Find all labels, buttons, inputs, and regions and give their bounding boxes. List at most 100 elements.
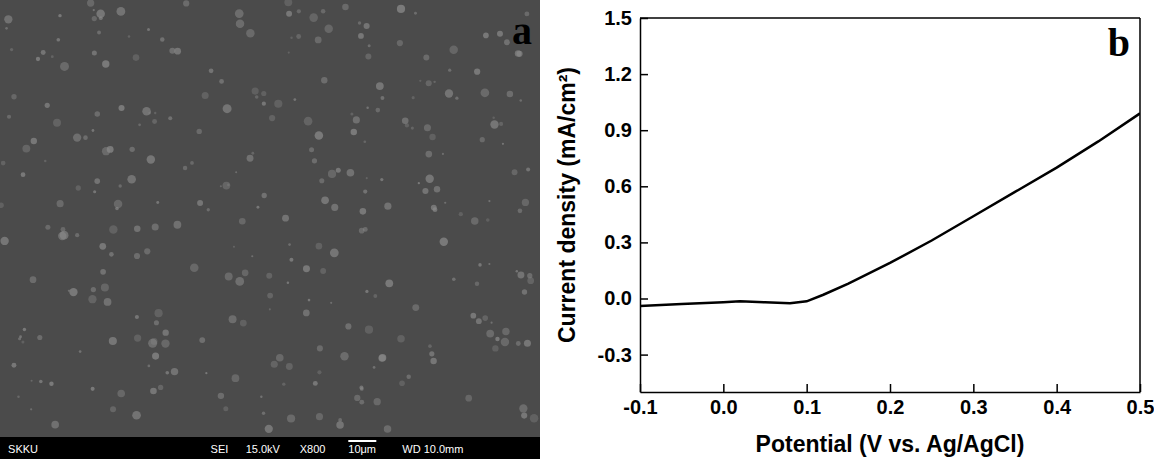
particle [284, 0, 292, 6]
particle [340, 352, 348, 360]
y-tick-mark [640, 242, 648, 244]
particle [23, 328, 26, 331]
x-tick: 0.1 [793, 384, 821, 418]
particle [31, 380, 33, 382]
particle [368, 44, 371, 47]
particle [41, 50, 46, 55]
particle [107, 146, 114, 153]
x-tick-label: 0.4 [1043, 396, 1072, 418]
x-tick-label: 0.0 [710, 396, 738, 418]
particle [373, 294, 377, 298]
data-line [640, 113, 1140, 306]
x-tick-mark [806, 384, 808, 392]
particle [519, 99, 522, 102]
particle [430, 358, 436, 364]
particle [384, 425, 391, 432]
y-tick-label: 0.0 [604, 287, 632, 309]
y-axis: -0.30.00.30.60.91.21.5 [598, 7, 648, 393]
particle [162, 330, 168, 336]
particle [486, 218, 490, 222]
particle [197, 129, 202, 134]
particle [262, 193, 267, 198]
particle [31, 138, 37, 144]
particle [255, 95, 259, 99]
particle [127, 175, 136, 184]
particle [266, 273, 272, 279]
x-tick-mark [973, 384, 975, 392]
particle [160, 37, 165, 42]
particle [481, 88, 490, 97]
particle [517, 272, 524, 279]
particle [12, 363, 17, 368]
particle [317, 345, 323, 351]
particle [104, 298, 112, 306]
particle [75, 233, 79, 237]
particle [518, 208, 523, 213]
particle [158, 385, 163, 390]
particle [287, 414, 295, 422]
particle [286, 11, 292, 17]
particle [324, 24, 332, 32]
particle [316, 413, 323, 420]
particle [425, 175, 433, 183]
particle [51, 421, 59, 429]
particle [330, 248, 339, 257]
y-tick-mark [640, 354, 648, 356]
particle [287, 281, 290, 284]
particle [21, 340, 24, 343]
particle [321, 77, 327, 83]
particle [444, 202, 446, 204]
particle [385, 279, 393, 287]
particle [165, 371, 169, 375]
particle [459, 212, 463, 216]
particle [116, 7, 125, 16]
sem-panel: SKKUSEI15.0kVX80010μmWD 10.0mma [0, 0, 540, 459]
particle [411, 127, 414, 130]
particle [148, 339, 157, 348]
particle [262, 411, 265, 414]
particle [152, 119, 157, 124]
particle [379, 354, 387, 362]
y-tick-label: 1.2 [604, 63, 632, 85]
particle [358, 33, 364, 39]
particle [359, 400, 364, 405]
particle [118, 184, 121, 187]
particle [428, 344, 432, 348]
particle [419, 80, 421, 82]
particle [476, 318, 482, 324]
particle [110, 406, 116, 412]
particle [282, 215, 289, 222]
y-tick-label: 1.5 [604, 7, 632, 29]
particle [147, 365, 150, 368]
particle [229, 315, 237, 323]
particle [128, 35, 131, 38]
particle [289, 258, 293, 262]
particle [39, 380, 43, 384]
particle [375, 108, 380, 113]
particle [99, 243, 106, 250]
particle [30, 408, 32, 410]
particle [0, 203, 4, 208]
particle [426, 80, 432, 86]
particle [397, 335, 405, 343]
particle [399, 380, 405, 386]
particle [97, 31, 101, 35]
particle [183, 0, 189, 6]
particle [397, 40, 403, 46]
particle [220, 185, 222, 187]
particle [5, 27, 8, 30]
figure: SKKUSEI15.0kVX80010μmWD 10.0mma-0.10.00.… [0, 0, 1154, 459]
particle [207, 208, 210, 211]
particle [448, 69, 451, 72]
particle [433, 81, 435, 83]
particle [154, 320, 159, 325]
particle [313, 381, 318, 386]
y-tick-mark [640, 186, 648, 188]
particle [304, 117, 313, 126]
y-tick-mark [640, 298, 648, 300]
y-tick: 0.9 [604, 119, 648, 141]
particle [418, 182, 420, 184]
particle [95, 111, 100, 116]
particle [360, 387, 364, 391]
particle [455, 97, 458, 100]
